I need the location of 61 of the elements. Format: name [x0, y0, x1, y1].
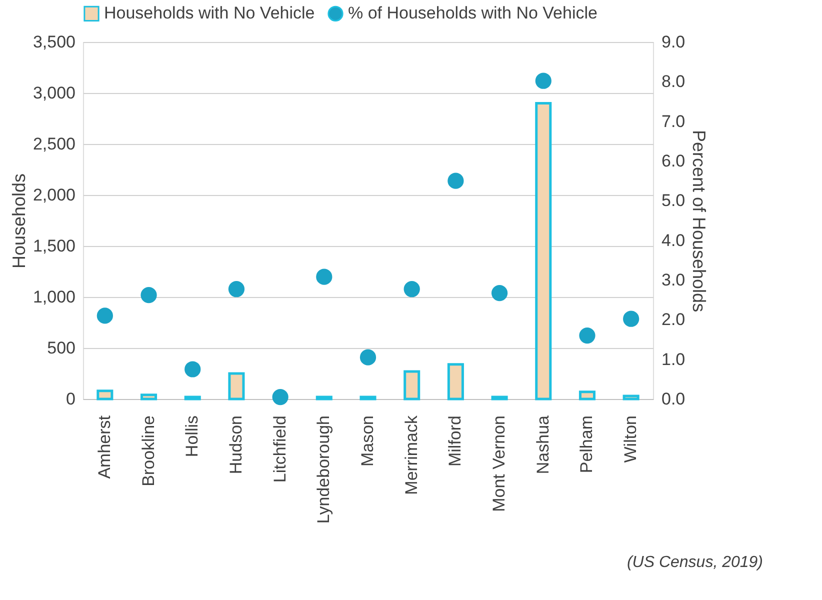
y-tick-label: 0 — [66, 390, 76, 408]
bar — [360, 396, 376, 400]
x-tick-label: Merrimack — [402, 415, 421, 495]
point — [228, 281, 245, 298]
y-tick-label: 2,000 — [32, 186, 76, 204]
y-tick-label: 1,000 — [32, 288, 76, 306]
x-tick-label: Litchfield — [270, 416, 290, 483]
y2-tick-label: 7.0 — [662, 112, 686, 131]
point — [535, 72, 552, 89]
x-tick-label: Hudson — [226, 416, 246, 474]
point — [491, 285, 508, 302]
x-tick-label: Hollis — [182, 416, 202, 458]
bar — [228, 372, 245, 400]
legend-label: % of Households with No Vehicle — [348, 4, 598, 23]
point — [404, 281, 420, 298]
bar — [184, 396, 201, 400]
bar — [404, 370, 420, 400]
y-tick-label: 3,500 — [32, 32, 76, 52]
point — [96, 308, 113, 324]
point — [316, 268, 332, 285]
text: (US Census, 2019) — [626, 554, 763, 571]
y2-tick-label: 6.0 — [662, 152, 686, 170]
y2-tick-label: 9.0 — [662, 32, 686, 52]
x-tick-label: Brookline — [138, 416, 158, 486]
y-tick-label: 3,000 — [32, 84, 76, 102]
y2-tick-label: 5.0 — [662, 191, 686, 210]
y2-tick-label: 4.0 — [662, 230, 686, 250]
x-tick-label: Lyndeborough — [314, 416, 334, 524]
y2-tick-label: 1.0 — [662, 350, 686, 369]
y2-tick-label: 8.0 — [662, 72, 686, 92]
x-tick-label: Amherst — [94, 415, 114, 479]
x-tick-label: Mason — [358, 416, 377, 467]
bar — [535, 102, 552, 400]
bar — [96, 390, 114, 400]
y2-axis-title: Percent of Households — [689, 130, 710, 312]
point — [448, 172, 464, 189]
x-tick-label: Pelham — [577, 416, 596, 474]
y-axis-title: Households — [8, 173, 29, 269]
point — [184, 361, 201, 378]
point — [623, 310, 640, 327]
bar — [622, 394, 640, 400]
bar — [447, 363, 464, 400]
x-tick-label: Wilton — [621, 416, 640, 463]
y2-tick-label: 3.0 — [662, 270, 686, 290]
y-tick-label: 2,500 — [32, 134, 76, 154]
point — [272, 388, 288, 406]
bar — [140, 394, 158, 400]
bar — [491, 396, 508, 400]
y-tick-label: 1,500 — [32, 236, 76, 256]
x-tick-label: Nashua — [533, 414, 552, 474]
x-tick-label: Mont Vernon — [490, 416, 509, 512]
point — [360, 349, 376, 366]
point — [579, 327, 596, 344]
y2-tick-label: 2.0 — [662, 310, 686, 330]
bar — [316, 396, 332, 400]
legend-label: Households with No Vehicle — [104, 4, 315, 23]
x-tick-label: Milford — [446, 416, 465, 467]
bar — [578, 390, 596, 400]
point — [140, 287, 157, 304]
y2-tick-label: 0.0 — [662, 390, 686, 408]
y-tick-label: 500 — [47, 338, 76, 358]
